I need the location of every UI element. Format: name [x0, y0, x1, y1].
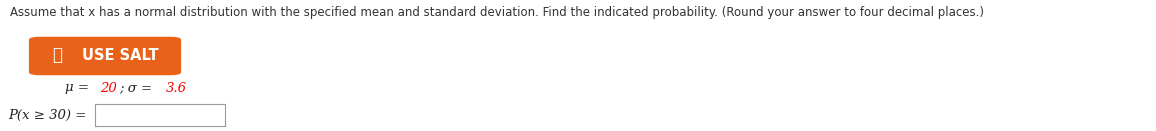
Text: 3.6: 3.6 [165, 81, 186, 94]
Text: μ =: μ = [65, 81, 94, 94]
Text: Assume that x has a normal distribution with the specified mean and standard dev: Assume that x has a normal distribution … [10, 6, 984, 19]
FancyBboxPatch shape [30, 37, 180, 75]
Text: P(x ≥ 30) =: P(x ≥ 30) = [8, 108, 87, 121]
Text: USE SALT: USE SALT [82, 48, 158, 63]
Text: 20: 20 [99, 81, 117, 94]
Text: ⎙: ⎙ [52, 46, 62, 64]
Text: ; σ =: ; σ = [119, 81, 157, 94]
